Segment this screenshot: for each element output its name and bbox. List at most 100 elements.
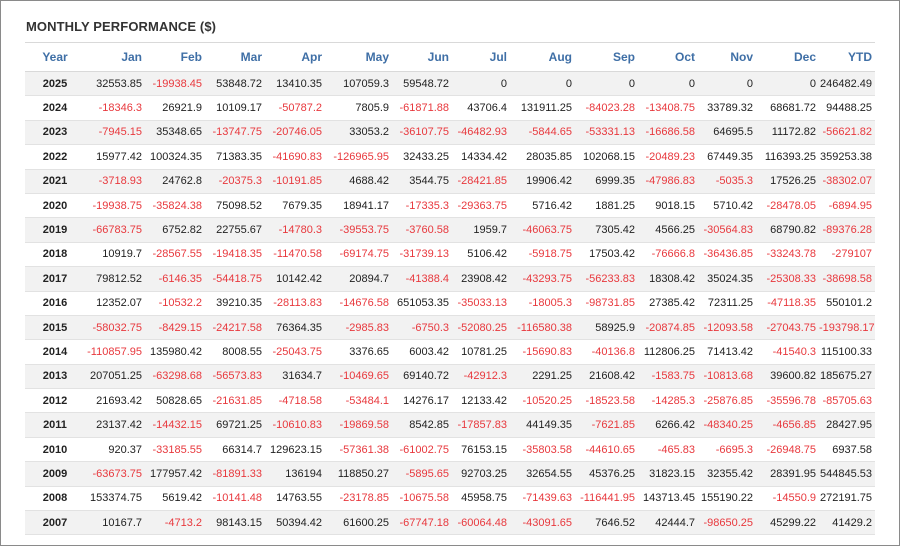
value-cell: -29363.75 [452,193,510,219]
value-cell: 18308.42 [638,266,698,292]
value-cell: 14276.17 [392,388,452,414]
year-cell: 2017 [25,266,85,292]
value-cell: -71439.63 [510,486,575,512]
value-cell: 550101.2 [819,291,875,316]
value-cell: 31823.15 [638,461,698,487]
value-cell: 100324.35 [145,144,205,170]
value-cell: 4566.25 [638,217,698,243]
value-cell: -4656.85 [756,412,819,438]
value-cell: -41690.83 [265,144,325,170]
value-cell: -18005.3 [510,291,575,316]
value-cell: 5716.42 [510,193,575,219]
value-cell: 20894.7 [325,266,392,292]
value-cell: -26948.75 [756,437,819,463]
column-header-sep: Sep [575,42,638,72]
value-cell: -193798.17 [819,315,875,341]
value-cell: -18523.58 [575,388,638,414]
value-cell: 136194 [265,461,325,487]
value-cell: -465.83 [638,437,698,463]
value-cell: 39600.82 [756,364,819,390]
value-cell: -33185.55 [145,437,205,463]
year-cell: 2020 [25,193,85,219]
table-row: 2023 -7945.15 35348.65 -13747.75 -20746.05 33… [25,120,875,146]
table-row: 2012 21693.42 50828.65 -21631.85 -4718.58 -53… [25,388,875,414]
value-cell: 13410.35 [265,71,325,97]
value-cell: 45958.75 [452,486,510,512]
value-cell: 7305.42 [575,217,638,243]
table-row: 2018 10919.7 -28567.55 -19418.35 -11470.58 -6… [25,242,875,268]
value-cell: -33243.78 [756,242,819,268]
value-cell: 76153.15 [452,437,510,463]
value-cell: 45376.25 [575,461,638,487]
value-cell: -25308.33 [756,266,819,292]
year-cell: 2018 [25,242,85,268]
value-cell: 272191.75 [819,486,875,512]
value-cell: -27043.75 [756,315,819,341]
column-header-mar: Mar [205,42,265,72]
value-cell: -10191.85 [265,169,325,194]
value-cell: -20746.05 [265,120,325,146]
value-cell: -28567.55 [145,242,205,268]
table-row: 2016 12352.07 -10532.2 39210.35 -28113.83 -14… [25,291,875,316]
value-cell: -10532.2 [145,291,205,316]
value-cell: 2291.25 [510,364,575,390]
value-cell: 4688.42 [325,169,392,194]
table-title: MONTHLY PERFORMANCE ($) [26,19,217,34]
value-cell: 68790.82 [756,217,819,243]
value-cell: 246482.49 [819,71,875,97]
value-cell: -3718.93 [85,169,145,194]
value-cell: 10167.7 [85,510,145,536]
column-header-may: May [325,42,392,72]
value-cell: -6146.35 [145,266,205,292]
value-cell: -21631.85 [205,388,265,414]
value-cell: 920.37 [85,437,145,463]
value-cell: -66783.75 [85,217,145,243]
value-cell: -30564.83 [698,217,756,243]
value-cell: -10675.58 [392,486,452,512]
column-header-dec: Dec [756,42,819,72]
value-cell: 10781.25 [452,339,510,365]
value-cell: 71413.42 [698,339,756,365]
value-cell: 32654.55 [510,461,575,487]
value-cell: 12352.07 [85,291,145,316]
value-cell: -46482.93 [452,120,510,146]
value-cell: 143713.45 [638,486,698,512]
value-cell: 207051.25 [85,364,145,390]
value-cell: 14763.55 [265,486,325,512]
value-cell: -5844.65 [510,120,575,146]
value-cell: -110857.95 [85,339,145,365]
table-row: 2021 -3718.93 24762.8 -20375.3 -10191.85 4688… [25,169,875,194]
value-cell: -4713.2 [145,510,205,536]
value-cell: -24217.58 [205,315,265,341]
value-cell: -44610.65 [575,437,638,463]
value-cell: 33053.2 [325,120,392,146]
value-cell: 53848.72 [205,71,265,97]
value-cell: 61600.25 [325,510,392,536]
value-cell: -20874.85 [638,315,698,341]
value-cell: -56621.82 [819,120,875,146]
header-row: Year Jan Feb Mar Apr May Jun Jul Aug Sep Oct Nov Dec… [25,42,875,72]
value-cell: 50828.65 [145,388,205,414]
value-cell: 28427.95 [819,412,875,438]
value-cell: -17857.83 [452,412,510,438]
value-cell: 12133.42 [452,388,510,414]
value-cell: 32355.42 [698,461,756,487]
value-cell: -43293.75 [510,266,575,292]
column-header-ytd: YTD [819,42,875,72]
value-cell: -57361.38 [325,437,392,463]
value-cell: -116441.95 [575,486,638,512]
value-cell: -63673.75 [85,461,145,487]
value-cell: 3376.65 [325,339,392,365]
value-cell: 79812.52 [85,266,145,292]
column-header-jun: Jun [392,42,452,72]
value-cell: 45299.22 [756,510,819,536]
value-cell: 69140.72 [392,364,452,390]
value-cell: 43706.4 [452,95,510,121]
year-cell: 2025 [25,71,85,97]
value-cell: -3760.58 [392,217,452,243]
table-row: 2015 -58032.75 -8429.15 -24217.58 76364.35 -2… [25,315,875,341]
value-cell: -81891.33 [205,461,265,487]
value-cell: -35596.78 [756,388,819,414]
table-row: 2025 32553.85 -19938.45 53848.72 13410.35 107… [25,71,875,97]
